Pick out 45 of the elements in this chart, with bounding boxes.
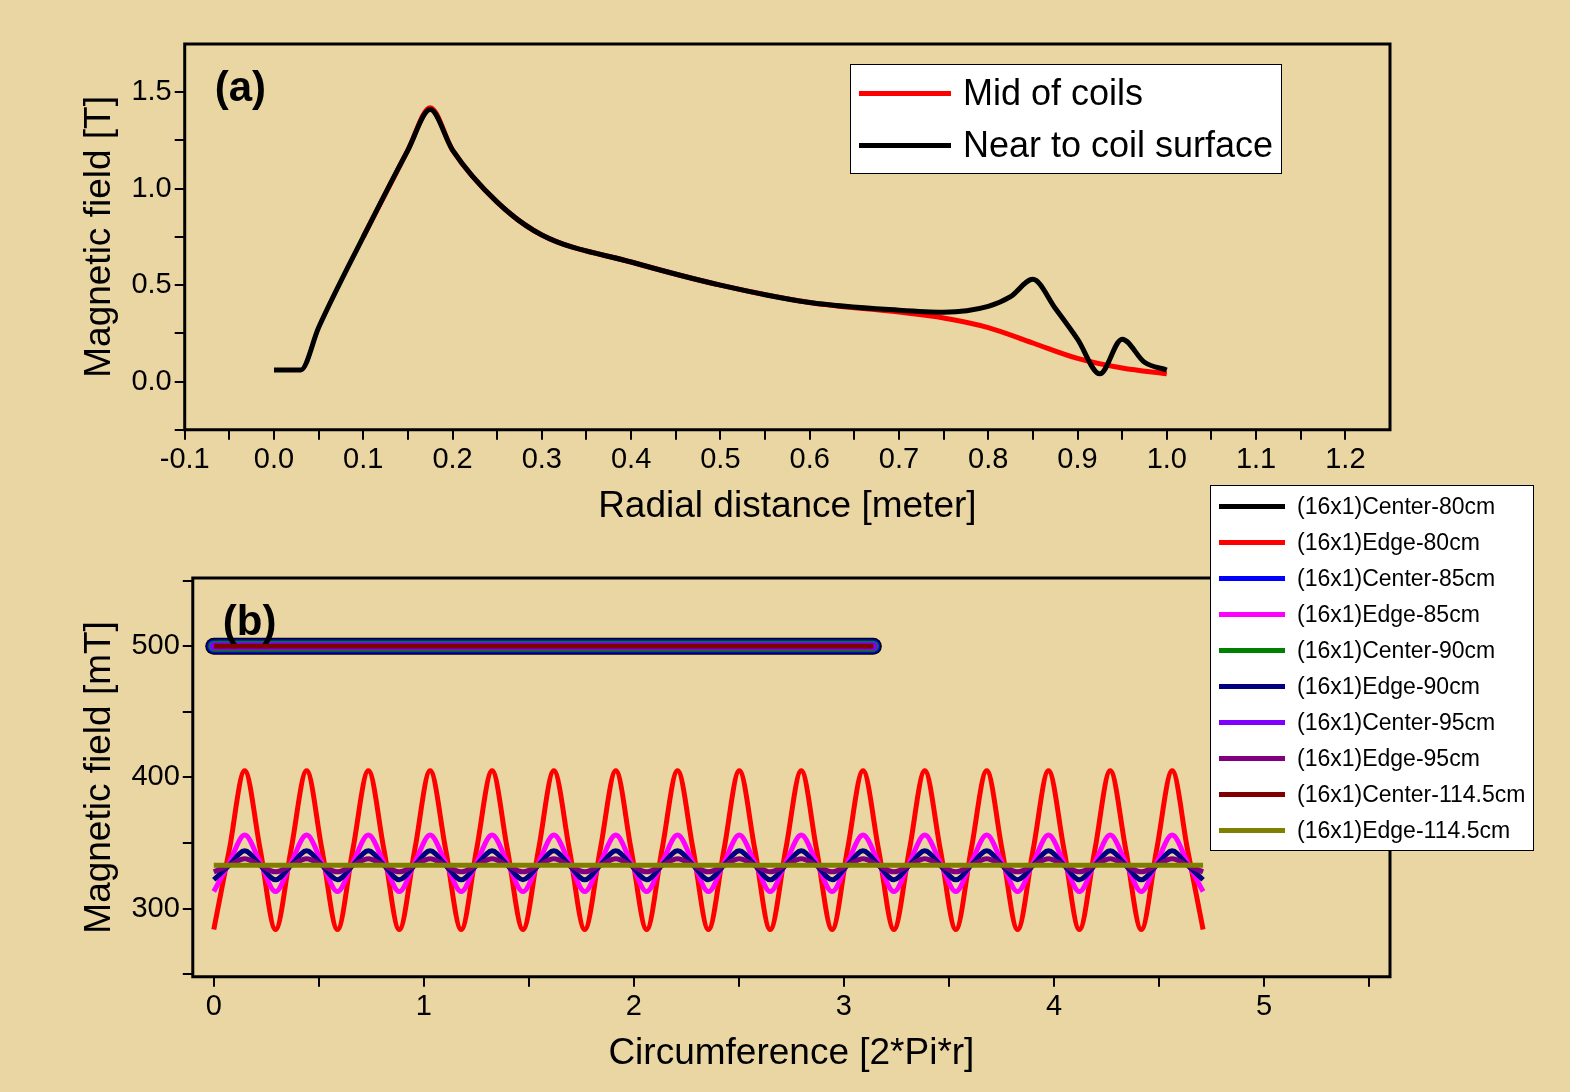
legend-label: (16x1)Edge-85cm <box>1297 600 1480 628</box>
x-tick-label: 0.9 <box>1057 442 1098 475</box>
y-axis-title: Magnetic field [mT] <box>77 621 119 934</box>
annotation: (a) <box>214 62 267 110</box>
x-tick-label: 0.6 <box>789 442 830 475</box>
legend-label: (16x1)Edge-90cm <box>1297 672 1480 700</box>
x-tick-label: 0.3 <box>521 442 562 475</box>
x-tick-label: 1.1 <box>1235 442 1277 475</box>
legend-label: (16x1)Center-80cm <box>1297 492 1496 520</box>
x-tick-label: 0 <box>205 989 222 1022</box>
y-axis-title: Magnetic field [T] <box>77 96 119 378</box>
x-tick-label: 0.4 <box>610 442 652 475</box>
x-tick-label: 0.5 <box>700 442 741 475</box>
legend-label: (16x1)Edge-95cm <box>1297 744 1480 772</box>
x-tick-label: 1.2 <box>1325 442 1366 475</box>
x-tick-label: 0.0 <box>253 442 295 475</box>
x-tick-label: 0.7 <box>878 442 920 475</box>
y-tick-label: 500 <box>131 628 180 661</box>
y-tick-label: 0.0 <box>131 363 172 396</box>
x-tick-label: 1 <box>415 989 432 1022</box>
x-tick-label: 5 <box>1255 989 1273 1022</box>
x-tick-label: 0.8 <box>968 442 1009 475</box>
x-tick-label: 1.0 <box>1146 442 1187 475</box>
x-axis-title: Radial distance [meter] <box>598 484 977 525</box>
x-tick-label: 2 <box>625 989 642 1022</box>
x-tick-label: 3 <box>835 989 852 1022</box>
y-tick-label: 400 <box>131 759 180 792</box>
x-axis-title: Circumference [2*Pi*r] <box>608 1031 975 1072</box>
x-tick-label: 0.2 <box>432 442 473 475</box>
legend-label: (16x1)Center-85cm <box>1297 564 1496 592</box>
y-tick-label: 1.5 <box>131 74 172 107</box>
y-tick-label: 1.0 <box>131 170 172 203</box>
legend-label: (16x1)Edge-114.5cm <box>1297 816 1511 844</box>
legend-label: Mid of coils <box>963 72 1144 114</box>
y-tick-label: 0.5 <box>131 267 172 300</box>
legend-label: (16x1)Edge-80cm <box>1297 528 1480 556</box>
legend-label: (16x1)Center-95cm <box>1297 708 1496 736</box>
legend-label: (16x1)Center-114.5cm <box>1297 780 1526 808</box>
x-tick-label: 4 <box>1045 989 1063 1022</box>
x-tick-label: -0.1 <box>159 442 210 475</box>
y-tick-label: 300 <box>131 890 180 923</box>
legend-label: (16x1)Center-90cm <box>1297 636 1496 664</box>
annotation: (b) <box>222 596 277 644</box>
x-tick-label: 0.1 <box>343 442 384 475</box>
legend-label: Near to coil surface <box>963 124 1274 166</box>
